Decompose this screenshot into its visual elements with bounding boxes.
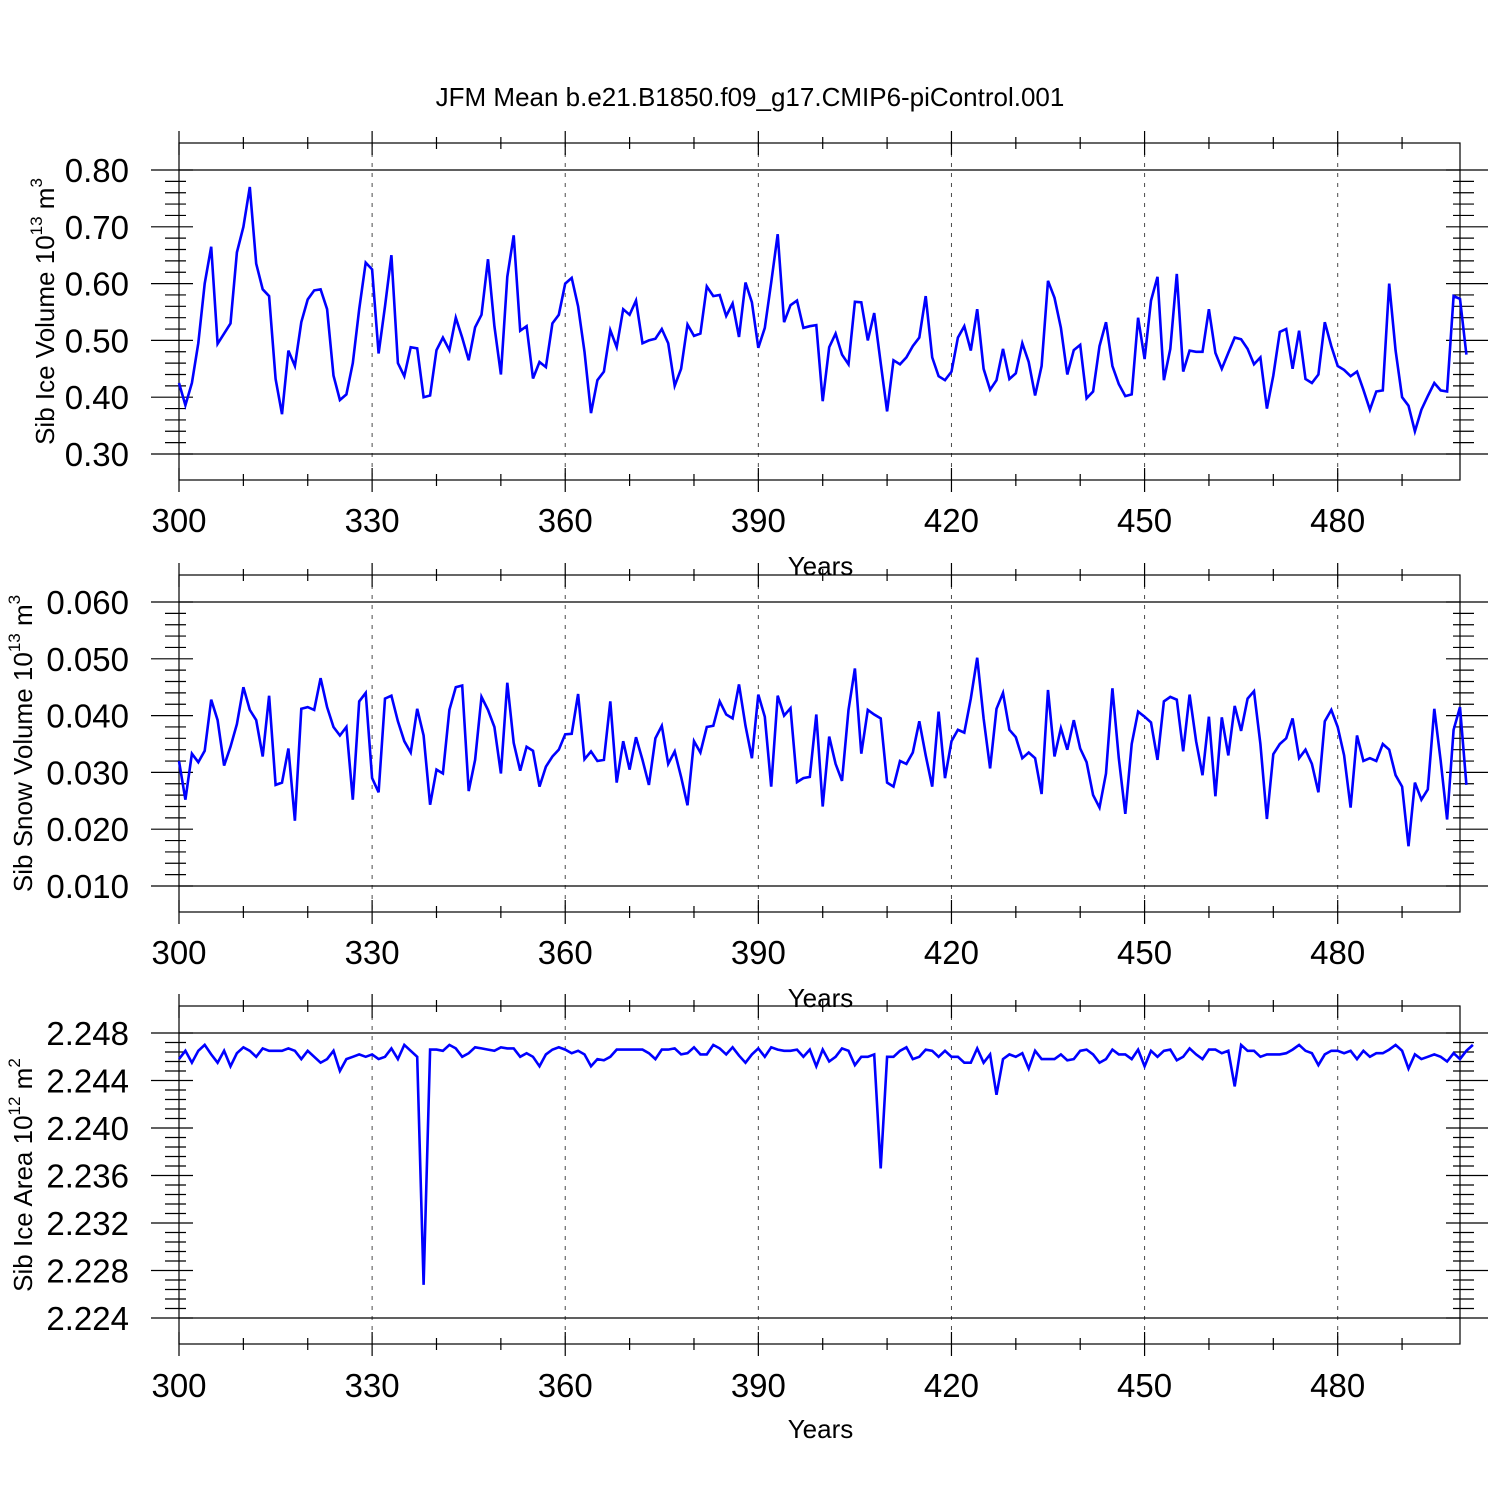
x-axis-label: Years xyxy=(788,1414,854,1444)
y-tick-label: 0.040 xyxy=(46,698,129,735)
plot-frame xyxy=(178,574,1461,913)
y-tick-label: 0.70 xyxy=(65,209,129,246)
y-axis-label-main: Sib Ice Area 10 xyxy=(8,1115,38,1291)
y-axis-label-exponent: 12 xyxy=(5,1097,24,1116)
y-tick-label: 2.240 xyxy=(46,1110,129,1147)
y-tick-label: 0.050 xyxy=(46,641,129,678)
x-tick-label: 390 xyxy=(731,1367,786,1404)
y-tick-label: 2.244 xyxy=(46,1063,129,1100)
x-tick-label: 330 xyxy=(345,934,400,971)
panel-ice-volume: 300 330 360 390 420 450 480 0.30 0.40 0.50 0.60 0.7… xyxy=(27,131,1488,581)
x-tick-label: 420 xyxy=(924,934,979,971)
y-axis-label-unit: m xyxy=(30,188,60,217)
y-axis-label-unit-exponent: 3 xyxy=(27,178,46,187)
y-tick-label: 0.30 xyxy=(65,436,129,473)
y-tick-label: 0.60 xyxy=(65,266,129,303)
y-tick-label: 0.80 xyxy=(65,152,129,189)
x-tick-label: 360 xyxy=(538,934,593,971)
y-axis-label-exponent: 13 xyxy=(27,216,46,235)
y-axis-label: Sib Snow Volume 1013 m3 xyxy=(5,595,38,892)
x-tick-label: 390 xyxy=(731,502,786,539)
y-tick-label: 2.224 xyxy=(46,1300,129,1337)
y-axis-label-unit-exponent: 2 xyxy=(5,1058,24,1067)
y-tick-label: 0.010 xyxy=(46,868,129,905)
x-tick-label: 330 xyxy=(345,1367,400,1404)
y-tick-label: 0.060 xyxy=(46,584,129,621)
y-axis-label-unit: m xyxy=(8,1068,38,1097)
y-tick-label: 0.40 xyxy=(65,379,129,416)
panel-ice-area: 300 330 360 390 420 450 480 2.224 2.228 2.232 2.23… xyxy=(5,994,1488,1444)
y-axis-label-main: Sib Snow Volume 10 xyxy=(8,652,38,892)
y-tick-label: 2.232 xyxy=(46,1205,129,1242)
y-axis-label: Sib Ice Volume 1013 m3 xyxy=(27,178,60,445)
panel-snow-volume: 300 330 360 390 420 450 480 0.010 0.020 0.030 0.04… xyxy=(5,563,1488,1013)
x-tick-label: 390 xyxy=(731,934,786,971)
figure-title: JFM Mean b.e21.B1850.f09_g17.CMIP6-piCon… xyxy=(436,82,1065,112)
x-tick-label: 480 xyxy=(1310,1367,1365,1404)
series-line xyxy=(177,657,1468,847)
y-axis-label-unit: m xyxy=(8,604,38,633)
y-tick-label: 2.248 xyxy=(46,1015,129,1052)
x-tick-label: 450 xyxy=(1117,934,1172,971)
x-tick-label: 300 xyxy=(151,502,206,539)
y-tick-label: 0.030 xyxy=(46,754,129,791)
x-tick-label: 420 xyxy=(924,502,979,539)
y-axis-label: Sib Ice Area 1012 m2 xyxy=(5,1058,38,1292)
x-tick-label: 480 xyxy=(1310,502,1365,539)
x-tick-label: 360 xyxy=(538,1367,593,1404)
x-tick-label: 450 xyxy=(1117,502,1172,539)
y-axis-label-main: Sib Ice Volume 10 xyxy=(30,235,60,445)
x-tick-label: 300 xyxy=(151,934,206,971)
y-tick-label: 0.50 xyxy=(65,322,129,359)
x-tick-label: 480 xyxy=(1310,934,1365,971)
x-axis-label: Years xyxy=(788,983,854,1013)
y-axis-label-exponent: 13 xyxy=(5,633,24,652)
y-tick-label: 2.228 xyxy=(46,1253,129,1290)
x-tick-label: 360 xyxy=(538,502,593,539)
y-tick-label: 0.020 xyxy=(46,811,129,848)
x-tick-label: 330 xyxy=(345,502,400,539)
x-tick-label: 300 xyxy=(151,1367,206,1404)
series-line xyxy=(177,186,1468,437)
x-tick-label: 420 xyxy=(924,1367,979,1404)
x-axis-label: Years xyxy=(788,551,854,581)
plot-frame xyxy=(178,142,1461,481)
series-line xyxy=(177,1042,1474,1285)
y-tick-label: 2.236 xyxy=(46,1158,129,1195)
y-axis-label-unit-exponent: 3 xyxy=(5,595,24,604)
x-tick-label: 450 xyxy=(1117,1367,1172,1404)
